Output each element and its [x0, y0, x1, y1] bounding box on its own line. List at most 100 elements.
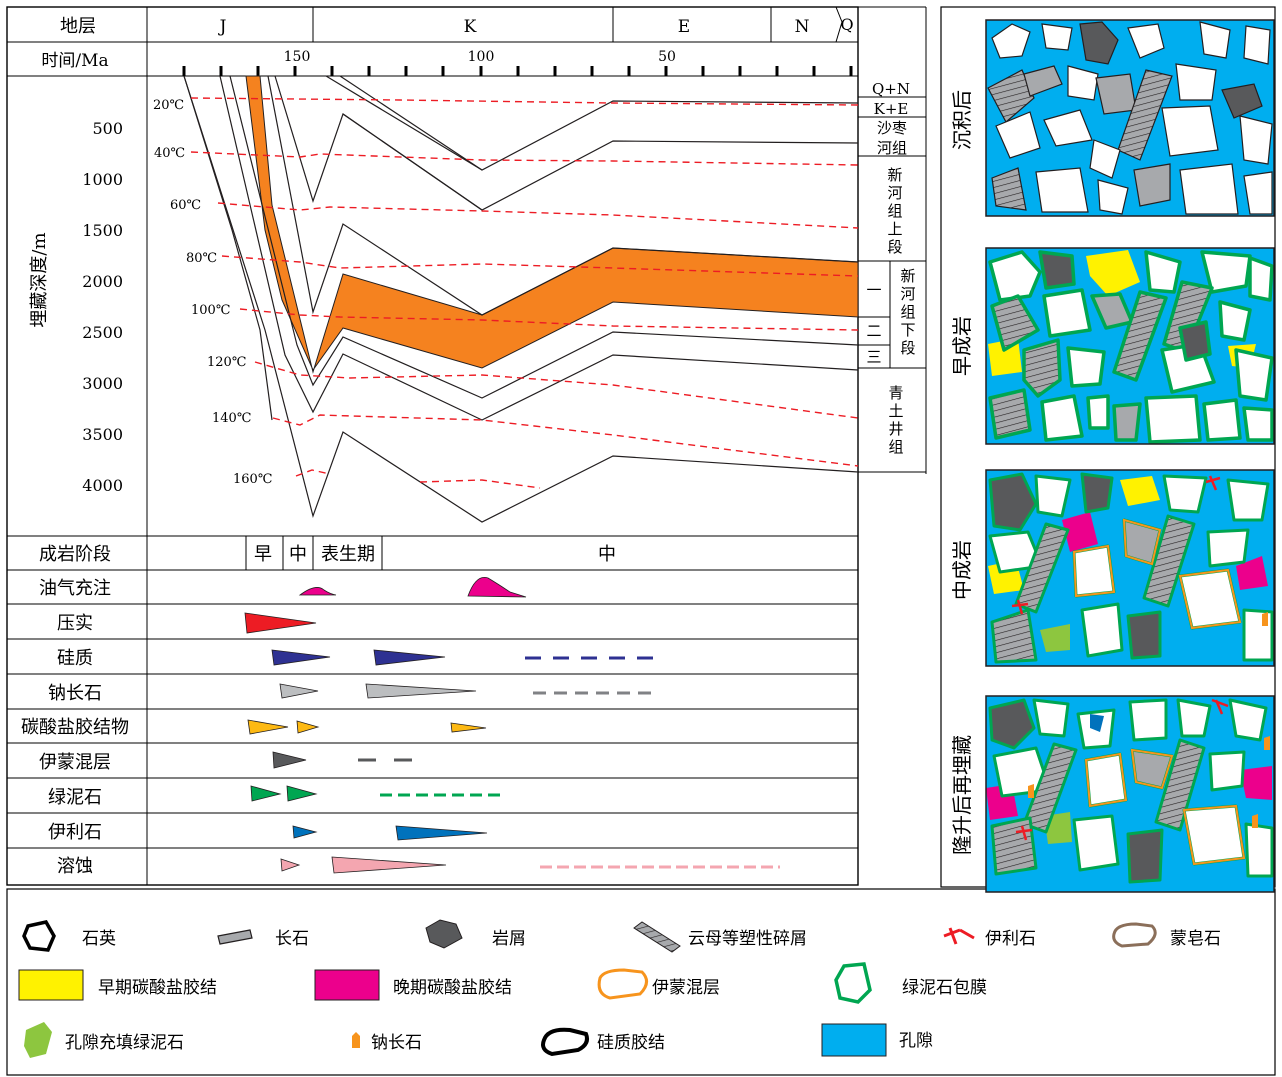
formation-qingtujing-1: 青	[888, 384, 903, 402]
albite-icon	[352, 1032, 360, 1048]
depth-tick-4000: 4000	[82, 476, 123, 495]
chlorite-wedge-1	[250, 785, 282, 802]
panel-middle-diagenesis	[986, 470, 1274, 666]
legend-illite-smectite: 伊蒙混层	[652, 978, 720, 998]
legend-frame	[6, 888, 1276, 1076]
row-hydrocarbon-charging: 油气充注	[39, 578, 111, 599]
formation-xinhe-lower-3: 组	[900, 303, 915, 321]
depth-tick-500: 500	[92, 119, 123, 138]
early-carbonate-swatch	[18, 969, 84, 1001]
formation-qingtujing-3: 井	[888, 420, 903, 438]
illite-wedge-2	[395, 825, 488, 841]
legend-smectite: 蒙皂石	[1170, 929, 1221, 949]
panel-post-deposition	[986, 20, 1274, 216]
silica-cement-icon	[541, 1027, 589, 1057]
time-axis-ticks	[182, 66, 853, 76]
legend-early-carbonate: 早期碳酸盐胶结	[98, 978, 217, 998]
legend-late-carbonate: 晚期碳酸盐胶结	[393, 978, 512, 998]
legend-chlorite-coat: 绿泥石包膜	[902, 978, 987, 998]
formation-qingtujing-2: 土	[888, 402, 903, 420]
silica-wedge-1	[271, 649, 331, 666]
panel-label-middle-diagenesis: 中成岩	[950, 540, 974, 600]
depth-tick-3500: 3500	[82, 425, 123, 444]
depth-axis-label: 埋藏深度/m	[29, 232, 50, 327]
legend-silica: 硅质胶结	[597, 1033, 665, 1053]
formation-ke: K+E	[874, 100, 909, 118]
lithic-icon	[425, 919, 463, 949]
stage-epigenetic: 表生期	[321, 544, 375, 565]
legend: 石英 长石 岩屑 云母等塑性碎屑 伊利石 蒙皂石 早期碳酸盐胶结 晚期碳酸盐胶结…	[18, 919, 1221, 1058]
legend-pore-chlorite: 孔隙充填绿泥石	[65, 1033, 184, 1053]
row-silica: 硅质	[57, 648, 93, 669]
row-chlorite: 绿泥石	[48, 787, 102, 808]
row-illite: 伊利石	[48, 822, 102, 843]
pore-swatch	[821, 1023, 887, 1057]
depth-tick-2000: 2000	[82, 272, 123, 291]
charging-event-2	[467, 577, 527, 598]
compaction-wedge	[244, 612, 317, 634]
row-carbonate-cement: 碳酸盐胶结物	[21, 717, 129, 738]
panel-label-early-diagenesis: 早成岩	[950, 316, 974, 376]
formation-shazaohe-1: 沙枣	[877, 119, 907, 137]
illite-smectite-icon	[597, 968, 648, 1000]
isotherm-40: 40℃	[154, 146, 185, 161]
time-tick-50: 50	[658, 49, 676, 65]
carbonate-wedge-2	[296, 720, 320, 734]
stage-middle-2: 中	[598, 544, 616, 565]
period-k: K	[464, 17, 477, 37]
charging-event-1	[298, 587, 337, 596]
strata-label: 地层	[60, 16, 96, 37]
formation-xinhe-lower-4: 下	[900, 321, 915, 339]
time-label: 时间/Ma	[41, 51, 108, 71]
depth-tick-2500: 2500	[82, 323, 123, 342]
formation-shazaohe-2: 河组	[877, 139, 907, 157]
carbonate-wedge-1	[247, 719, 289, 735]
formation-xinhe-lower-5: 段	[900, 339, 915, 357]
legend-feldspar: 长石	[275, 929, 309, 949]
formation-xinhe-upper-1: 新	[887, 166, 902, 184]
panel-uplift-reburial	[986, 696, 1274, 892]
formation-xinhe-upper-2: 河	[887, 184, 902, 202]
late-carbonate-swatch	[314, 969, 380, 1001]
legend-albite: 钠长石	[371, 1033, 422, 1053]
carbonate-wedge-3	[450, 722, 487, 733]
formation-xinhe-lower-2: 河	[900, 285, 915, 303]
chlorite-coat-icon	[834, 962, 872, 1004]
period-q: Q	[840, 15, 853, 34]
pore-chlorite-icon	[24, 1022, 52, 1058]
dissolution-wedge-2	[331, 856, 447, 874]
stage-middle-1: 中	[289, 544, 307, 565]
isotherm-120: 120℃	[207, 355, 246, 370]
diagenetic-stage-label: 成岩阶段	[39, 544, 111, 565]
row-albite: 钠长石	[48, 683, 102, 704]
illite-icon	[943, 927, 975, 945]
illite-smectite-wedge	[272, 751, 307, 769]
member-1: 一	[866, 281, 881, 299]
legend-mica: 云母等塑性碎屑	[688, 929, 807, 949]
panel-label-post-deposition: 沉积后	[950, 90, 974, 150]
row-illite-smectite: 伊蒙混层	[39, 752, 111, 773]
legend-quartz: 石英	[82, 929, 116, 949]
quartz-icon	[22, 920, 56, 952]
silica-wedge-2	[373, 649, 446, 666]
albite-wedge-2	[365, 683, 477, 699]
illite-wedge-1	[292, 825, 318, 839]
formation-xinhe-upper-3: 组	[887, 202, 902, 220]
legend-pore: 孔隙	[899, 1031, 933, 1051]
depth-tick-1000: 1000	[82, 170, 123, 189]
isotherm-160: 160℃	[233, 472, 272, 487]
row-dissolution: 溶蚀	[57, 856, 93, 877]
chlorite-wedge-2	[286, 785, 318, 802]
dissolution-wedge-1	[280, 858, 301, 872]
panel-early-diagenesis	[986, 248, 1274, 444]
period-j: J	[218, 17, 227, 37]
formation-qn: Q+N	[872, 80, 910, 98]
period-n: N	[795, 17, 810, 37]
stage-early: 早	[254, 544, 272, 565]
feldspar-icon	[217, 929, 253, 945]
formation-xinhe-lower-1: 新	[900, 267, 915, 285]
depth-tick-1500: 1500	[82, 221, 123, 240]
formation-xinhe-upper-5: 段	[887, 238, 902, 256]
mica-icon	[633, 921, 681, 953]
